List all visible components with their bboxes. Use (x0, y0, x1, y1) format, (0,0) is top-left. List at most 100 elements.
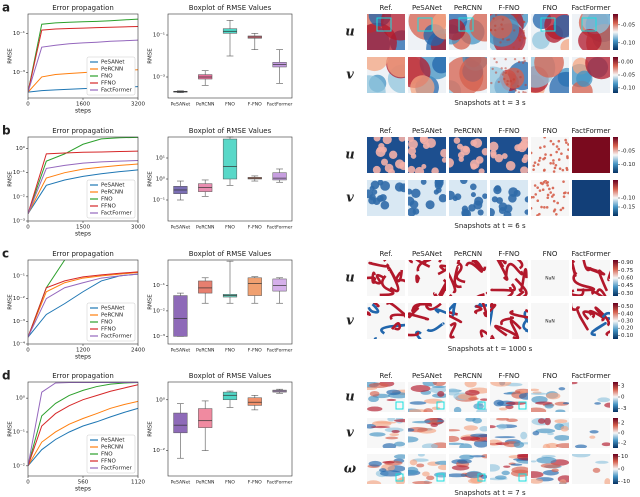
y-tick-label: 10⁻² (13, 462, 25, 469)
field-stripe (372, 303, 380, 308)
field-blob (541, 188, 545, 192)
field-stripe (391, 322, 401, 331)
field-blob (549, 191, 553, 194)
field-blob (399, 183, 405, 193)
field-blob (454, 193, 462, 201)
box (222, 138, 238, 180)
field-blob (513, 57, 517, 61)
field-blob (533, 161, 537, 164)
column-label: FactFormer (571, 250, 610, 258)
field-blob (510, 463, 523, 466)
field-blob (555, 212, 558, 216)
field-blob (424, 398, 443, 404)
field-blob (537, 418, 546, 424)
colorbar-tick-label: 0.90 (621, 260, 634, 266)
snapshot-panel: Ref. PeSANet PeRCNN F-FNO FNO FactFormer u -0.0… (345, 127, 635, 230)
field-stripe (373, 337, 377, 339)
field-blob (416, 463, 425, 468)
x-axis-label: steps (75, 231, 91, 238)
x-tick-label: FactFormer (267, 348, 293, 354)
snapshot-panel: Ref. PeSANet PeRCNN F-FNO FNO FactFormer u 3 0 -3… (344, 372, 631, 497)
snapshot-field (490, 14, 528, 50)
field-blob (517, 48, 521, 50)
field-stripe (516, 260, 524, 270)
colorbar-tick-label: 0.40 (621, 311, 634, 317)
field-blob (493, 185, 502, 195)
plot-frame (167, 259, 293, 345)
field-blob (417, 454, 425, 457)
column-label: Ref. (379, 372, 392, 380)
field-blob (494, 71, 498, 74)
series-line (28, 137, 138, 214)
y-axis-label: RMSE (148, 421, 154, 437)
legend-box (86, 434, 136, 474)
field-blob (544, 418, 551, 426)
panel-label: d (2, 369, 11, 383)
field-stripe (490, 334, 495, 339)
snapshot-field (572, 180, 610, 216)
field-blob (431, 385, 446, 389)
field-blob (564, 138, 567, 142)
colorbar-tick-label: -0.10 (621, 40, 636, 46)
field-blob (380, 180, 391, 191)
field-blob (538, 189, 542, 192)
row-label: u (345, 390, 354, 405)
x-tick-label: FactFormer (267, 225, 293, 231)
snapshot-field (490, 454, 528, 484)
field-blob (451, 465, 470, 471)
field-blob (453, 406, 462, 412)
x-tick-label: FactFormer (267, 102, 293, 108)
colorbar-tick-label: -10 (621, 479, 630, 485)
column-label: PeRCNN (454, 250, 482, 258)
x-tick-label: FNO (225, 348, 235, 354)
field-stripe (490, 288, 514, 296)
field-stripe (582, 260, 593, 272)
field-blob (499, 41, 502, 44)
field-blob (480, 398, 487, 401)
field-blob (493, 399, 504, 407)
colorbar-tick-label: -2 (621, 441, 626, 447)
x-tick-label: 3200 (131, 102, 145, 108)
field-blob (369, 193, 376, 201)
field-blob (503, 465, 511, 468)
field-blob (532, 168, 535, 171)
field-blob (462, 146, 469, 153)
snapshot-field (449, 137, 487, 173)
field-stripe (367, 311, 372, 317)
field-blob (408, 466, 419, 475)
field-blob (449, 435, 460, 443)
column-label: PeSANet (412, 4, 442, 12)
field-blob (504, 71, 507, 75)
field-blob (496, 197, 503, 204)
series-line (28, 163, 138, 214)
field-blob (478, 168, 485, 173)
box (173, 295, 188, 337)
highlight-box (518, 401, 527, 410)
x-tick-label: PeRCNN (196, 348, 214, 354)
snapshot-caption: Snapshots at t = 3 s (454, 99, 526, 107)
field-blob (505, 161, 516, 171)
field-blob (494, 24, 497, 27)
field-blob (520, 431, 528, 440)
field-blob (520, 166, 528, 173)
panel-label: c (2, 247, 9, 261)
field-blob (531, 478, 543, 484)
field-blob (408, 436, 419, 443)
field-blob (381, 158, 388, 166)
field-blob (506, 418, 518, 423)
field-blob (555, 145, 559, 148)
x-tick-label: 1500 (76, 225, 90, 231)
y-tick-label: 10⁻² (13, 193, 25, 200)
series-line (28, 159, 138, 214)
column-label: FNO (543, 372, 558, 380)
legend-label: PeRCNN (101, 67, 123, 73)
snapshot-caption: Snapshots at t = 6 s (454, 222, 526, 230)
y-tick-label: 10⁻² (153, 307, 165, 314)
series-line (28, 271, 138, 338)
field-blob (540, 463, 561, 469)
field-bg (572, 454, 610, 484)
series-line (28, 384, 138, 466)
legend-label: FFNO (101, 204, 116, 210)
cell-note: NaN (545, 276, 555, 282)
field-blob (522, 29, 525, 33)
